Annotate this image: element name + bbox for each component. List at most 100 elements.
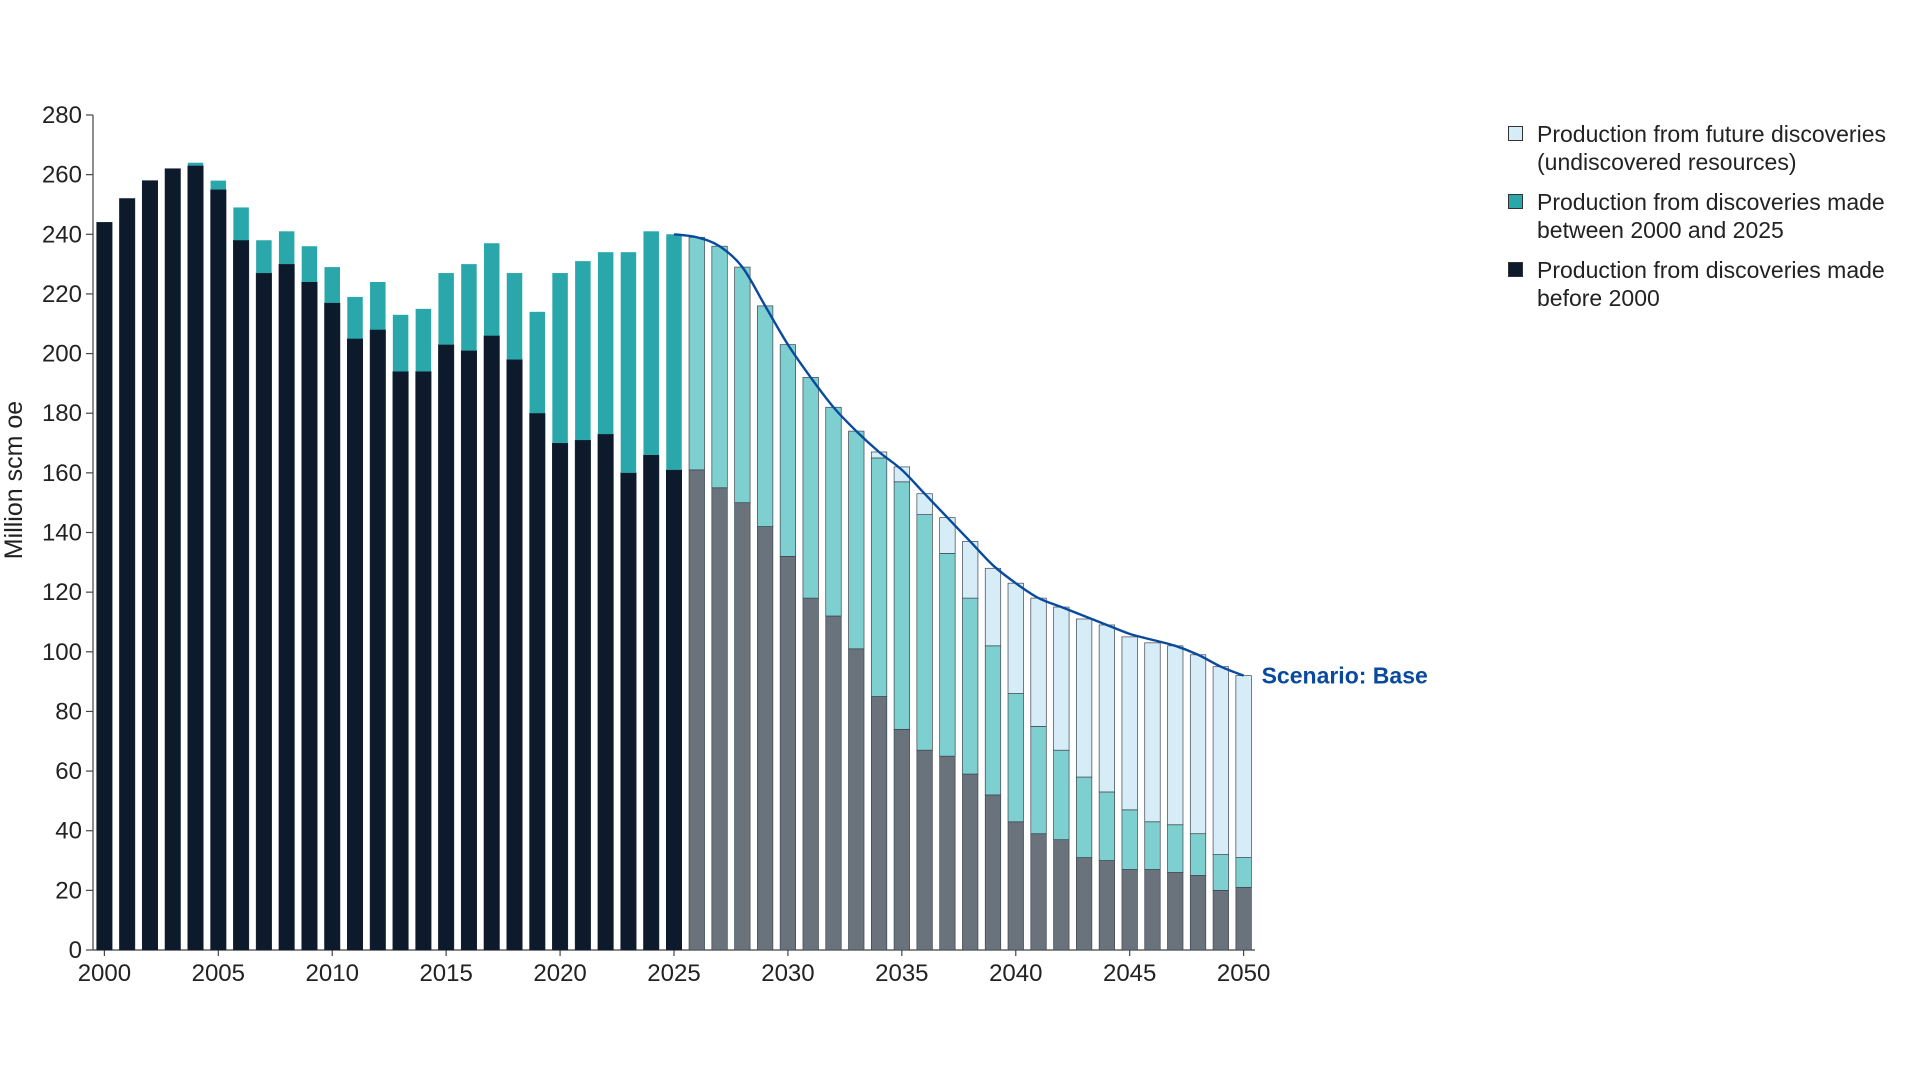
bar-segment [438, 273, 454, 345]
bar-segment [438, 344, 455, 951]
bar-segment [984, 794, 1002, 951]
bar-segment [1144, 821, 1161, 870]
bar-segment [187, 165, 204, 951]
y-tick-label: 20 [55, 877, 82, 904]
bar-segment [1076, 776, 1093, 858]
legend-item: Production from future discoveries (undis… [1508, 120, 1920, 176]
bar-segment [210, 180, 227, 190]
bar-segment [620, 472, 637, 951]
bar-segment [301, 246, 318, 282]
x-tick-label: 2035 [875, 960, 928, 987]
y-tick-label: 40 [55, 818, 82, 845]
bar-segment [255, 272, 272, 951]
y-tick-label: 120 [42, 579, 82, 606]
bar-segment [757, 526, 774, 951]
bar-segment [1076, 857, 1093, 951]
bar-segment [962, 597, 979, 775]
bar-segment [916, 493, 933, 515]
bar-segment [324, 302, 341, 951]
bar-segment [278, 231, 295, 265]
bar-segment [1098, 791, 1115, 861]
bar-segment [893, 481, 910, 730]
bar-segment [574, 439, 591, 951]
bar-segment [256, 240, 272, 274]
bar-segment [552, 273, 568, 444]
legend: Production from future discoveries (undis… [1508, 120, 1920, 324]
bar-segment [1121, 636, 1138, 811]
bar-segment [643, 454, 660, 951]
bar-segment [347, 296, 363, 339]
bar-segment [1007, 821, 1024, 951]
x-tick-label: 2030 [761, 960, 814, 987]
legend-label-line: Production from discoveries made [1537, 257, 1885, 283]
bar-segment [1053, 749, 1070, 841]
legend-swatch [1508, 262, 1523, 277]
bar-segment [734, 266, 751, 504]
bar-segment [529, 311, 546, 414]
bar-segment [1212, 854, 1229, 891]
bar-segment [1212, 890, 1229, 951]
bar-segment [1144, 642, 1161, 823]
scenario-line [673, 233, 1245, 677]
bar-segment [620, 252, 637, 473]
bar-segment [1007, 693, 1024, 823]
axes-layer: 0204060801001201401601802002202402602802… [42, 102, 1270, 987]
bar-segment [1167, 872, 1184, 951]
bar-segment [711, 245, 728, 489]
bar-segment [962, 541, 979, 599]
bar-segment [1235, 887, 1252, 951]
legend-label: Production from future discoveries (undis… [1537, 120, 1886, 176]
bar-segment [1076, 618, 1093, 778]
bar-segment [1235, 675, 1252, 858]
bar-segment [529, 412, 546, 951]
bar-segment [893, 466, 910, 483]
x-tick-label: 2040 [989, 960, 1042, 987]
y-tick-label: 280 [42, 102, 82, 129]
bar-segment [233, 207, 249, 241]
bar-segment [278, 263, 295, 951]
bar-segment [962, 773, 979, 951]
y-tick-label: 140 [42, 520, 82, 547]
y-tick-label: 100 [42, 639, 82, 666]
bar-segment [575, 261, 591, 441]
legend-label: Production from discoveries made before 2… [1537, 256, 1885, 312]
bar-segment [734, 502, 751, 951]
bar-segment [1053, 606, 1070, 751]
x-tick-label: 2015 [419, 960, 472, 987]
bar-segment [1121, 809, 1138, 870]
bar-segment [392, 314, 409, 372]
bar-segment [848, 430, 865, 650]
bar-segment [461, 264, 477, 351]
bar-segment [802, 377, 819, 599]
bar-segment [666, 234, 682, 470]
legend-item: Production from discoveries made between … [1508, 188, 1920, 244]
bar-segment [1189, 654, 1207, 835]
bar-segment [802, 597, 819, 951]
bar-segment [483, 335, 500, 951]
bar-segment [301, 281, 318, 951]
y-tick-label: 0 [69, 937, 82, 964]
bar-segment [210, 189, 227, 951]
bar-segment [939, 755, 956, 951]
bar-segment [415, 308, 432, 372]
bar-segment [939, 553, 956, 757]
legend-label: Production from discoveries made between … [1537, 188, 1885, 244]
bar-segment [1098, 860, 1115, 951]
bar-segment [415, 371, 432, 951]
bar-segment [1144, 869, 1161, 951]
y-tick-label: 200 [42, 341, 82, 368]
bar-segment [1189, 833, 1207, 876]
bar-segment [984, 645, 1002, 796]
scenario-line-layer: Scenario: Base [673, 233, 1428, 689]
x-tick-label: 2000 [78, 960, 131, 987]
bar-segment [666, 469, 682, 951]
bar-segment [552, 442, 569, 951]
y-tick-label: 240 [42, 221, 82, 248]
bar-segment [597, 252, 614, 435]
y-tick-label: 60 [55, 758, 82, 785]
legend-item: Production from discoveries made before 2… [1508, 256, 1920, 312]
bar-segment [1030, 833, 1047, 951]
bar-segment [779, 556, 797, 951]
bar-segment [825, 406, 842, 617]
